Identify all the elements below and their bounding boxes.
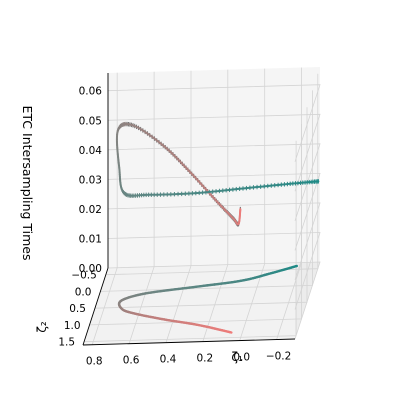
z-tick-label: 0.03 [79,174,102,186]
grid-line-z [107,84,321,162]
x-tick-label: 0.0 [233,352,250,364]
x-axis-title: ζ₁ [231,350,243,364]
side-pane [108,67,320,268]
y-axis-line [82,267,109,346]
z-axis-title: ETC Intersampling Times [20,105,35,260]
z-tick-label: 0.05 [79,115,102,127]
x-tick-label: 0.4 [160,354,177,366]
y-tick-label: 0.0 [75,286,92,298]
grid-line-z [107,232,321,310]
x-tick-label: −0.2 [266,351,292,363]
grid-lines [84,67,321,345]
grid-line-z [107,261,321,340]
grid-line-z [107,113,321,192]
y-tick-label: 1.0 [64,320,81,332]
z-tick-label: 0.02 [79,204,102,216]
x-tick-label: 0.6 [123,355,140,367]
grid-line-z [107,143,321,221]
z-tick-label: 0.01 [79,233,102,245]
grid-line-z [107,202,321,281]
series-state-trajectory [117,264,298,334]
tick-labels: 0.8 0.6 0.4 0.2 0.0 −0.2 −0.5 0.0 0.5 1.0 1.5 0.00 0… [58,86,291,368]
grid-line-z [107,172,321,251]
x-axis-line [82,338,296,346]
x-tick-label: 0.2 [196,353,213,365]
z-tick-label: 0.06 [79,86,103,98]
z-tick-label: 0.00 [79,263,102,275]
x-tick-label: 0.8 [86,356,103,368]
z-tick-label: 0.04 [79,145,103,157]
y-tick-label: −0.5 [71,270,97,282]
series-intersampling-times [115,121,320,227]
floor-pane [83,262,320,345]
y-axis-title: ζ₂ [35,321,49,333]
series-layer [115,121,320,334]
axis-edges [82,73,296,346]
y-tick-label: 1.5 [58,337,75,349]
y-tick-label: 0.5 [69,303,86,315]
